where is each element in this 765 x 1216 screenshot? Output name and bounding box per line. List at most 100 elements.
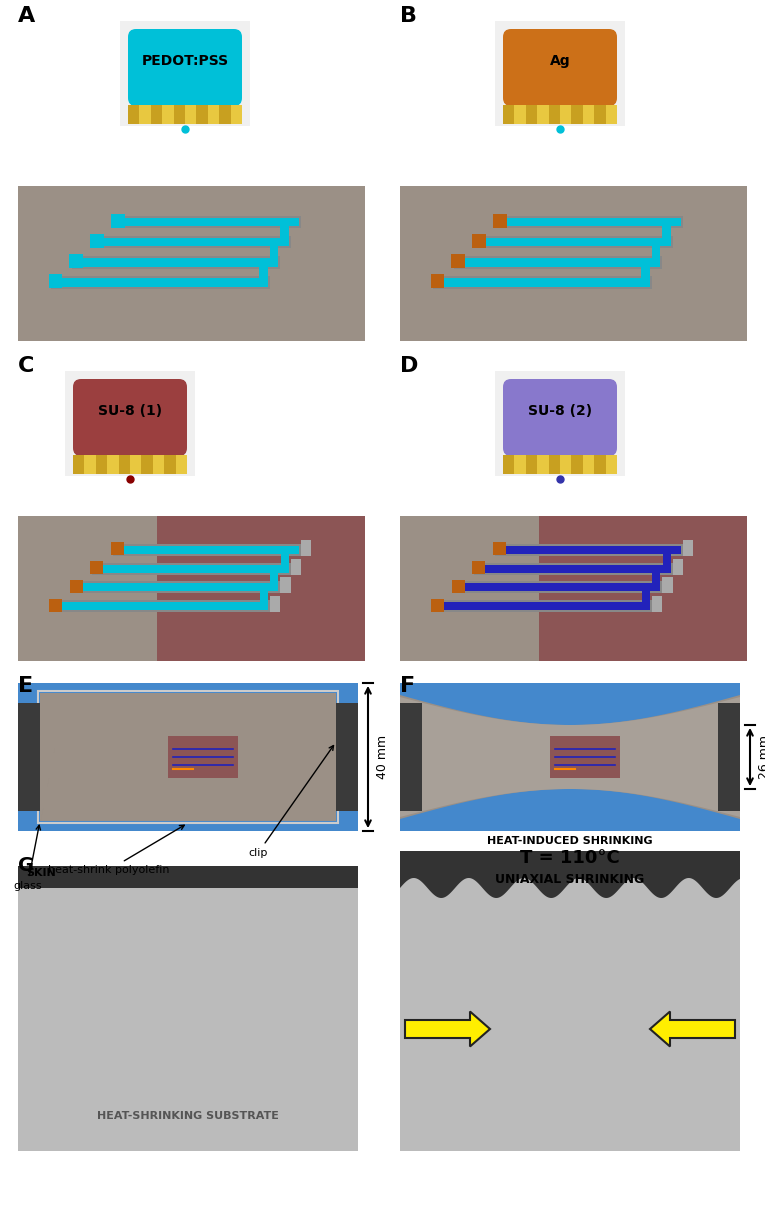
Bar [493,214,507,227]
Bar [653,573,660,584]
Bar [503,105,514,124]
Polygon shape [400,696,740,820]
Bar [38,691,338,823]
Bar [641,266,649,278]
Bar [197,105,208,124]
Bar [526,455,537,474]
Bar [672,558,683,574]
Bar [662,578,672,593]
Bar [220,105,230,124]
Bar [260,591,268,602]
Bar [280,578,291,593]
Bar [18,866,358,1152]
Bar [400,703,422,811]
Bar [73,455,84,474]
Bar [113,544,301,556]
Bar [185,105,197,124]
Text: D: D [400,356,418,376]
Text: glass: glass [13,826,41,891]
Bar [662,553,671,564]
Bar [176,455,187,474]
Bar [71,581,280,593]
Bar [549,455,560,474]
Text: T = 110°C: T = 110°C [520,849,620,867]
Bar [40,693,336,821]
Bar [301,540,311,556]
Text: 26 mm: 26 mm [758,734,765,779]
Bar [526,105,537,124]
Bar [94,564,288,573]
Text: Ag: Ag [550,54,571,68]
Bar [49,598,62,612]
Bar [493,542,506,554]
Text: clip: clip [249,745,334,858]
Bar [454,257,662,269]
Bar [130,455,142,474]
FancyBboxPatch shape [503,29,617,106]
Text: F: F [400,676,415,696]
Bar [497,218,681,226]
Bar [116,546,299,553]
Bar [142,455,153,474]
Text: HEAT-INDUCED SHRINKING: HEAT-INDUCED SHRINKING [487,837,653,846]
Bar [119,455,130,474]
Bar [93,236,291,248]
Bar [539,516,747,662]
Bar [168,736,238,778]
Bar [151,105,162,124]
Bar [472,233,486,248]
Bar [451,580,464,592]
Bar [455,258,660,266]
Bar [550,736,620,778]
Bar [571,105,583,124]
Bar [594,105,606,124]
Bar [336,703,358,811]
Bar [571,455,583,474]
Bar [162,105,174,124]
Bar [433,601,652,612]
Bar [174,105,185,124]
Bar [90,233,104,248]
Bar [153,455,164,474]
Bar [514,105,526,124]
Text: SU-8 (2): SU-8 (2) [528,404,592,418]
Bar [560,105,571,124]
Bar [53,602,268,610]
Bar [495,21,625,126]
Bar [18,866,358,888]
Text: heat-shrink polyolefin: heat-shrink polyolefin [48,826,184,876]
Text: B: B [400,6,417,26]
Bar [291,558,301,574]
Bar [96,455,107,474]
Text: C: C [18,356,34,376]
Bar [270,247,278,258]
Bar [164,455,176,474]
Bar [495,371,625,475]
Bar [451,254,465,268]
Bar [259,266,268,278]
Bar [84,455,96,474]
FancyBboxPatch shape [503,379,617,456]
Text: SKIN: SKIN [26,868,56,878]
Bar [474,563,672,574]
Bar [495,544,683,556]
Bar [497,546,681,553]
Bar [71,257,280,269]
Bar [549,105,560,124]
Bar [606,455,617,474]
Bar [50,601,270,612]
Bar [606,105,617,124]
Bar [718,703,740,811]
Bar [70,580,83,592]
Bar [477,564,671,573]
Bar [48,274,63,288]
Bar [111,542,124,554]
Bar [431,274,444,288]
Bar [495,215,683,229]
Bar [208,105,220,124]
Bar [662,226,671,238]
Text: UNIAXIAL SHRINKING: UNIAXIAL SHRINKING [496,873,645,886]
Bar [281,553,288,564]
FancyArrow shape [650,1012,735,1047]
Polygon shape [400,851,740,897]
